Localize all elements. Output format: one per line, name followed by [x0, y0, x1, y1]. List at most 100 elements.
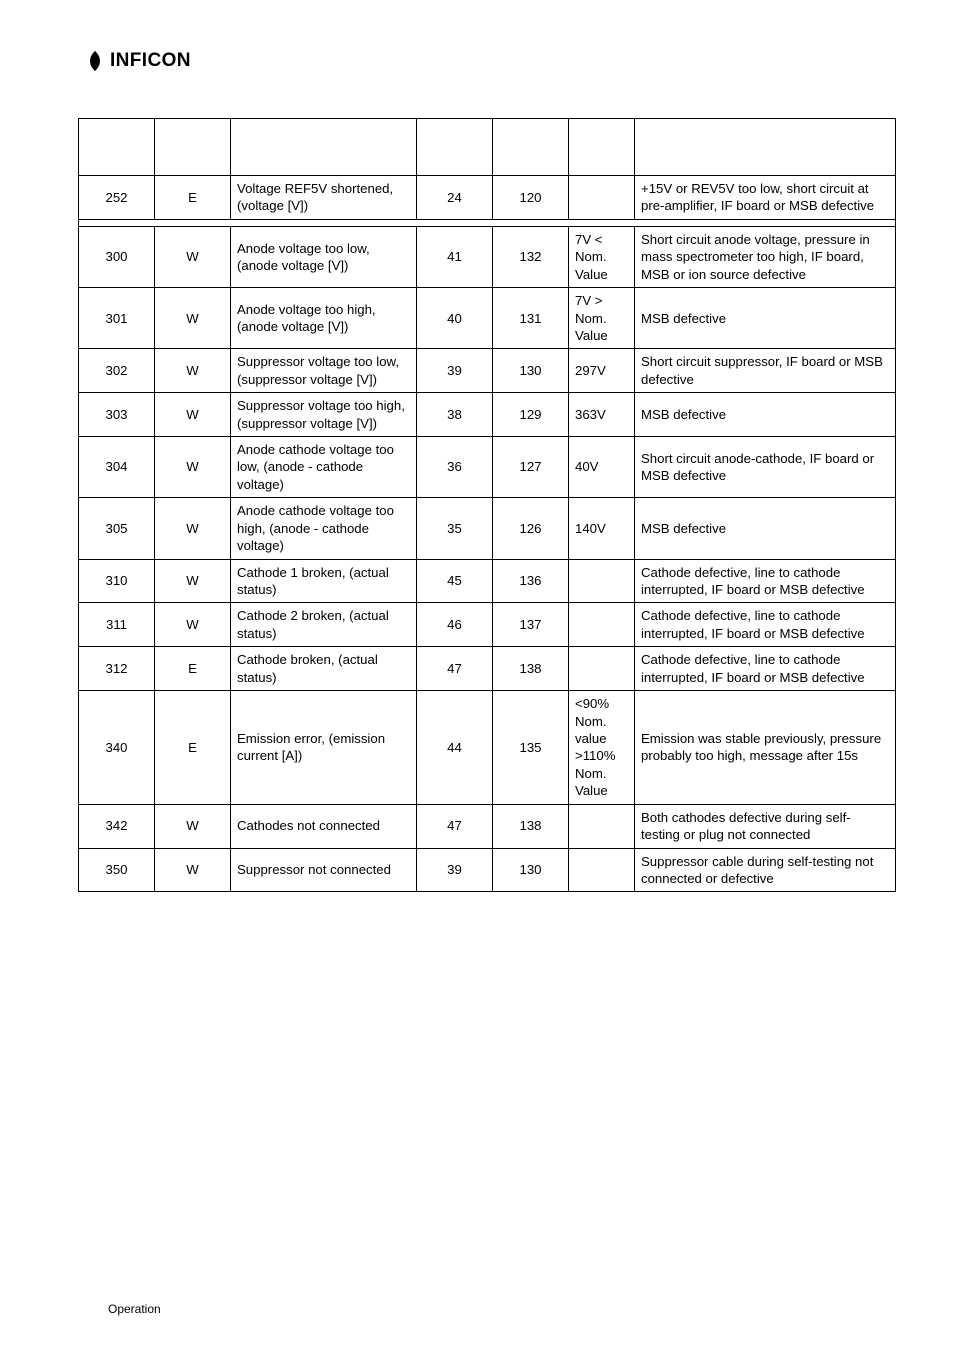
description-cell: Voltage REF5V shortened, (voltage [V]) [231, 176, 417, 220]
value2-cell: 138 [493, 804, 569, 848]
brand-name: INFICON [110, 50, 191, 72]
value2-cell: 135 [493, 691, 569, 805]
table-row: 305WAnode cathode voltage too high, (ano… [79, 498, 896, 559]
limit-cell [569, 559, 635, 603]
limit-cell [569, 804, 635, 848]
empty-cell [79, 119, 155, 176]
note-cell: +15V or REV5V too low, short circuit at … [635, 176, 896, 220]
value1-cell: 39 [417, 349, 493, 393]
table-row: 252EVoltage REF5V shortened, (voltage [V… [79, 176, 896, 220]
empty-cell [231, 119, 417, 176]
limit-cell: 140V [569, 498, 635, 559]
code-cell: 305 [79, 498, 155, 559]
code-cell: 340 [79, 691, 155, 805]
empty-cell [417, 119, 493, 176]
spacer-cell [79, 219, 896, 226]
value2-cell: 120 [493, 176, 569, 220]
severity-cell: W [155, 226, 231, 287]
description-cell: Anode voltage too high, (anode voltage [… [231, 288, 417, 349]
severity-cell: E [155, 647, 231, 691]
table-row: 303WSuppressor voltage too high, (suppre… [79, 393, 896, 437]
code-cell: 312 [79, 647, 155, 691]
note-cell: MSB defective [635, 393, 896, 437]
severity-cell: W [155, 393, 231, 437]
value1-cell: 39 [417, 848, 493, 892]
empty-cell [635, 119, 896, 176]
table-row: 302WSuppressor voltage too low, (suppres… [79, 349, 896, 393]
limit-cell: 7V < Nom. Value [569, 226, 635, 287]
description-cell: Suppressor voltage too high, (suppressor… [231, 393, 417, 437]
severity-cell: W [155, 804, 231, 848]
code-cell: 304 [79, 437, 155, 498]
value1-cell: 36 [417, 437, 493, 498]
note-cell: Cathode defective, line to cathode inter… [635, 647, 896, 691]
code-cell: 302 [79, 349, 155, 393]
description-cell: Suppressor voltage too low, (suppressor … [231, 349, 417, 393]
limit-cell [569, 603, 635, 647]
table-row: 304WAnode cathode voltage too low, (anod… [79, 437, 896, 498]
severity-cell: W [155, 603, 231, 647]
severity-cell: W [155, 349, 231, 393]
severity-cell: E [155, 691, 231, 805]
severity-cell: W [155, 848, 231, 892]
description-cell: Suppressor not connected [231, 848, 417, 892]
value2-cell: 137 [493, 603, 569, 647]
description-cell: Emission error, (emission current [A]) [231, 691, 417, 805]
code-cell: 252 [79, 176, 155, 220]
description-cell: Cathode 2 broken, (actual status) [231, 603, 417, 647]
code-cell: 350 [79, 848, 155, 892]
note-cell: Short circuit anode-cathode, IF board or… [635, 437, 896, 498]
table-row: 312ECathode broken, (actual status)47138… [79, 647, 896, 691]
description-cell: Cathode 1 broken, (actual status) [231, 559, 417, 603]
note-cell: Cathode defective, line to cathode inter… [635, 603, 896, 647]
note-cell: Emission was stable previously, pressure… [635, 691, 896, 805]
value1-cell: 35 [417, 498, 493, 559]
limit-cell: 297V [569, 349, 635, 393]
code-cell: 301 [79, 288, 155, 349]
value1-cell: 40 [417, 288, 493, 349]
value2-cell: 136 [493, 559, 569, 603]
code-cell: 310 [79, 559, 155, 603]
value1-cell: 46 [417, 603, 493, 647]
note-cell: Short circuit anode voltage, pressure in… [635, 226, 896, 287]
note-cell: Cathode defective, line to cathode inter… [635, 559, 896, 603]
description-cell: Cathode broken, (actual status) [231, 647, 417, 691]
limit-cell [569, 176, 635, 220]
value1-cell: 44 [417, 691, 493, 805]
limit-cell: 7V > Nom. Value [569, 288, 635, 349]
logo-icon [84, 50, 106, 72]
note-cell: MSB defective [635, 498, 896, 559]
empty-cell [155, 119, 231, 176]
table-row: 350WSuppressor not connected39130 Suppres… [79, 848, 896, 892]
table-row: 310WCathode 1 broken, (actual status)451… [79, 559, 896, 603]
limit-cell: 40V [569, 437, 635, 498]
severity-cell: W [155, 498, 231, 559]
value1-cell: 45 [417, 559, 493, 603]
value1-cell: 24 [417, 176, 493, 220]
value2-cell: 129 [493, 393, 569, 437]
code-cell: 303 [79, 393, 155, 437]
table-row [79, 219, 896, 226]
table-row [79, 119, 896, 176]
severity-cell: W [155, 288, 231, 349]
empty-cell [493, 119, 569, 176]
note-cell: MSB defective [635, 288, 896, 349]
limit-cell: 363V [569, 393, 635, 437]
value1-cell: 47 [417, 804, 493, 848]
limit-cell [569, 647, 635, 691]
page-footer: Operation [108, 1302, 161, 1316]
description-cell: Cathodes not connected [231, 804, 417, 848]
table-row: 340EEmission error, (emission current [A… [79, 691, 896, 805]
severity-cell: E [155, 176, 231, 220]
value2-cell: 132 [493, 226, 569, 287]
brand-logo: INFICON [84, 50, 896, 72]
code-cell: 311 [79, 603, 155, 647]
note-cell: Suppressor cable during self-testing not… [635, 848, 896, 892]
severity-cell: W [155, 437, 231, 498]
value2-cell: 126 [493, 498, 569, 559]
limit-cell [569, 848, 635, 892]
value2-cell: 138 [493, 647, 569, 691]
value2-cell: 131 [493, 288, 569, 349]
table-row: 311WCathode 2 broken, (actual status)461… [79, 603, 896, 647]
value2-cell: 130 [493, 848, 569, 892]
